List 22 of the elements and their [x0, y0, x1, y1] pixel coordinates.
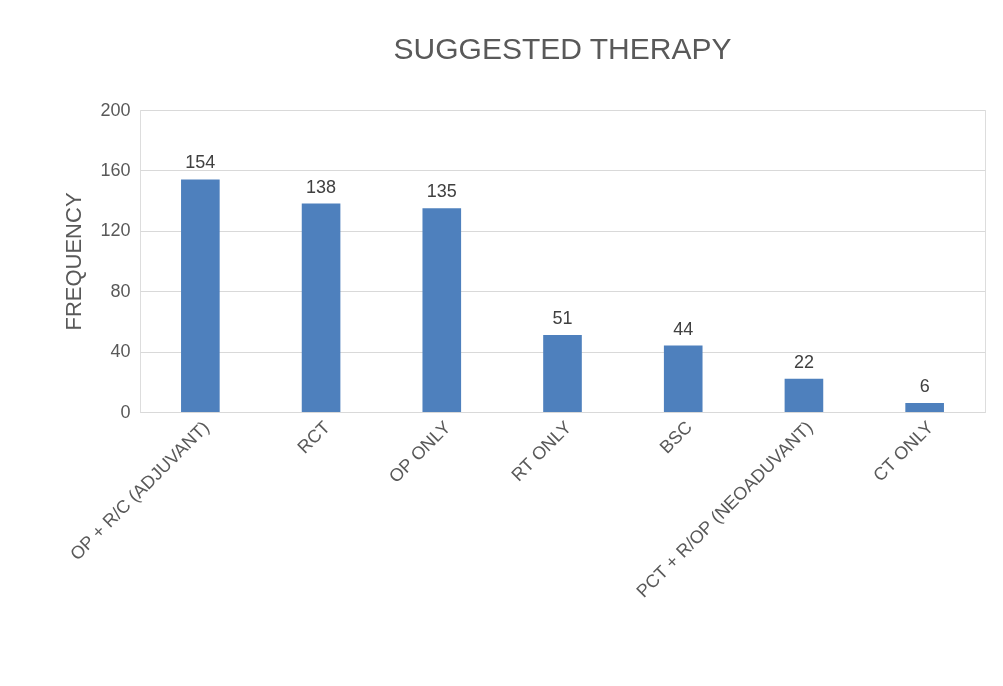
bar: [301, 203, 341, 412]
bar: [663, 345, 703, 412]
y-tick-label: 120: [100, 220, 131, 241]
y-axis-title: FREQUENCY: [61, 192, 87, 331]
bar: [905, 402, 944, 412]
data-label: 22: [793, 351, 814, 372]
chart-title: SUGGESTED THERAPY: [393, 32, 732, 65]
bar: [422, 208, 462, 412]
data-label: 135: [426, 181, 457, 202]
data-label: 6: [919, 375, 930, 396]
y-tick-label: 0: [120, 401, 131, 422]
data-label: 154: [185, 152, 216, 173]
data-label: 44: [673, 318, 694, 339]
y-tick-label: 80: [110, 280, 131, 301]
y-tick-label: 200: [100, 99, 131, 120]
bar: [181, 179, 220, 412]
data-label: 51: [552, 307, 573, 328]
bar: [784, 378, 824, 412]
y-tick-label: 160: [100, 159, 131, 180]
data-label: 138: [306, 176, 337, 197]
y-tick-label: 40: [110, 341, 131, 362]
bar: [543, 334, 582, 412]
